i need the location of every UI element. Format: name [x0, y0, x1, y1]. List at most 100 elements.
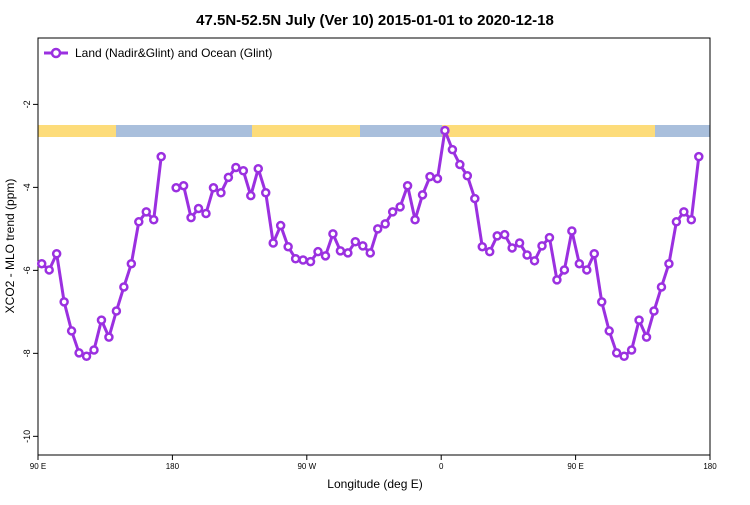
point	[193, 203, 204, 214]
point	[537, 241, 547, 251]
point	[96, 315, 107, 325]
x-tick-label: 180	[166, 462, 180, 471]
point	[111, 306, 122, 316]
point	[514, 238, 525, 248]
land-ocean-strip	[38, 125, 710, 137]
point	[462, 171, 473, 181]
point	[484, 246, 495, 257]
point	[66, 326, 77, 336]
point	[410, 214, 420, 225]
x-tick-label: 180	[703, 462, 717, 471]
point	[387, 207, 398, 217]
y-tick-label: -8	[22, 349, 32, 357]
point	[694, 151, 704, 162]
point	[290, 253, 301, 264]
point	[477, 241, 488, 252]
point	[238, 166, 249, 176]
point	[260, 188, 271, 198]
x-tick-label: 90 E	[567, 462, 583, 471]
point	[313, 246, 323, 257]
point	[171, 183, 181, 193]
point	[664, 258, 674, 269]
point	[365, 248, 376, 258]
point	[148, 214, 159, 225]
point	[380, 219, 390, 229]
point	[81, 351, 92, 361]
point	[507, 243, 517, 253]
point	[656, 282, 667, 292]
point	[208, 183, 219, 193]
point	[522, 250, 532, 260]
point	[231, 162, 241, 173]
x-axis-label: Longitude (deg E)	[327, 477, 422, 491]
y-tick-label: -10	[22, 430, 32, 443]
point	[372, 224, 383, 234]
point	[679, 207, 689, 217]
point	[649, 306, 659, 316]
point	[59, 297, 69, 307]
point	[634, 315, 644, 325]
point	[223, 172, 234, 183]
point	[119, 282, 129, 292]
point	[201, 208, 211, 219]
point	[567, 226, 577, 236]
x-tick-label: 90 W	[297, 462, 316, 471]
point	[358, 241, 368, 251]
y-axis-label: XCO2 - MLO trend (ppm)	[3, 179, 17, 314]
point	[470, 193, 480, 204]
point	[499, 229, 510, 240]
point	[686, 214, 697, 225]
plot-frame	[37, 37, 711, 456]
point	[544, 232, 555, 243]
point	[104, 332, 114, 342]
point	[283, 241, 293, 252]
point	[141, 207, 152, 217]
point	[417, 190, 428, 200]
point	[641, 332, 652, 342]
point	[320, 251, 331, 261]
point	[268, 238, 278, 248]
chart-title: 47.5N-52.5N July (Ver 10) 2015-01-01 to …	[196, 12, 554, 29]
point	[36, 258, 47, 269]
point	[574, 258, 585, 269]
point	[186, 212, 196, 223]
point	[529, 256, 540, 266]
point	[298, 255, 308, 265]
x-tick-label: 0	[439, 462, 444, 471]
point	[44, 265, 54, 275]
point	[253, 163, 264, 174]
point	[425, 171, 435, 182]
point	[440, 125, 450, 136]
point	[626, 345, 637, 355]
point	[402, 180, 413, 191]
point	[156, 151, 166, 162]
point	[275, 220, 286, 231]
series-line	[40, 129, 701, 358]
point	[611, 348, 622, 358]
point	[589, 249, 600, 259]
point	[559, 265, 570, 275]
point	[432, 173, 443, 184]
x-tick-label: 90 E	[30, 462, 46, 471]
point	[335, 246, 346, 256]
point	[671, 217, 682, 227]
legend-marker	[50, 47, 62, 59]
point	[455, 159, 465, 170]
point	[492, 231, 502, 241]
point	[178, 180, 189, 191]
point	[126, 258, 137, 269]
point	[343, 248, 353, 258]
point	[328, 229, 338, 239]
point	[604, 326, 614, 336]
point	[134, 217, 144, 227]
point	[552, 275, 562, 285]
point	[350, 236, 361, 247]
legend: Land (Nadir&Glint) and Ocean (Glint)	[44, 46, 272, 60]
y-tick-label: -6	[22, 266, 32, 274]
legend-label: Land (Nadir&Glint) and Ocean (Glint)	[75, 46, 272, 60]
point	[246, 190, 256, 201]
point	[596, 297, 607, 307]
point	[395, 202, 405, 212]
point	[74, 348, 84, 358]
